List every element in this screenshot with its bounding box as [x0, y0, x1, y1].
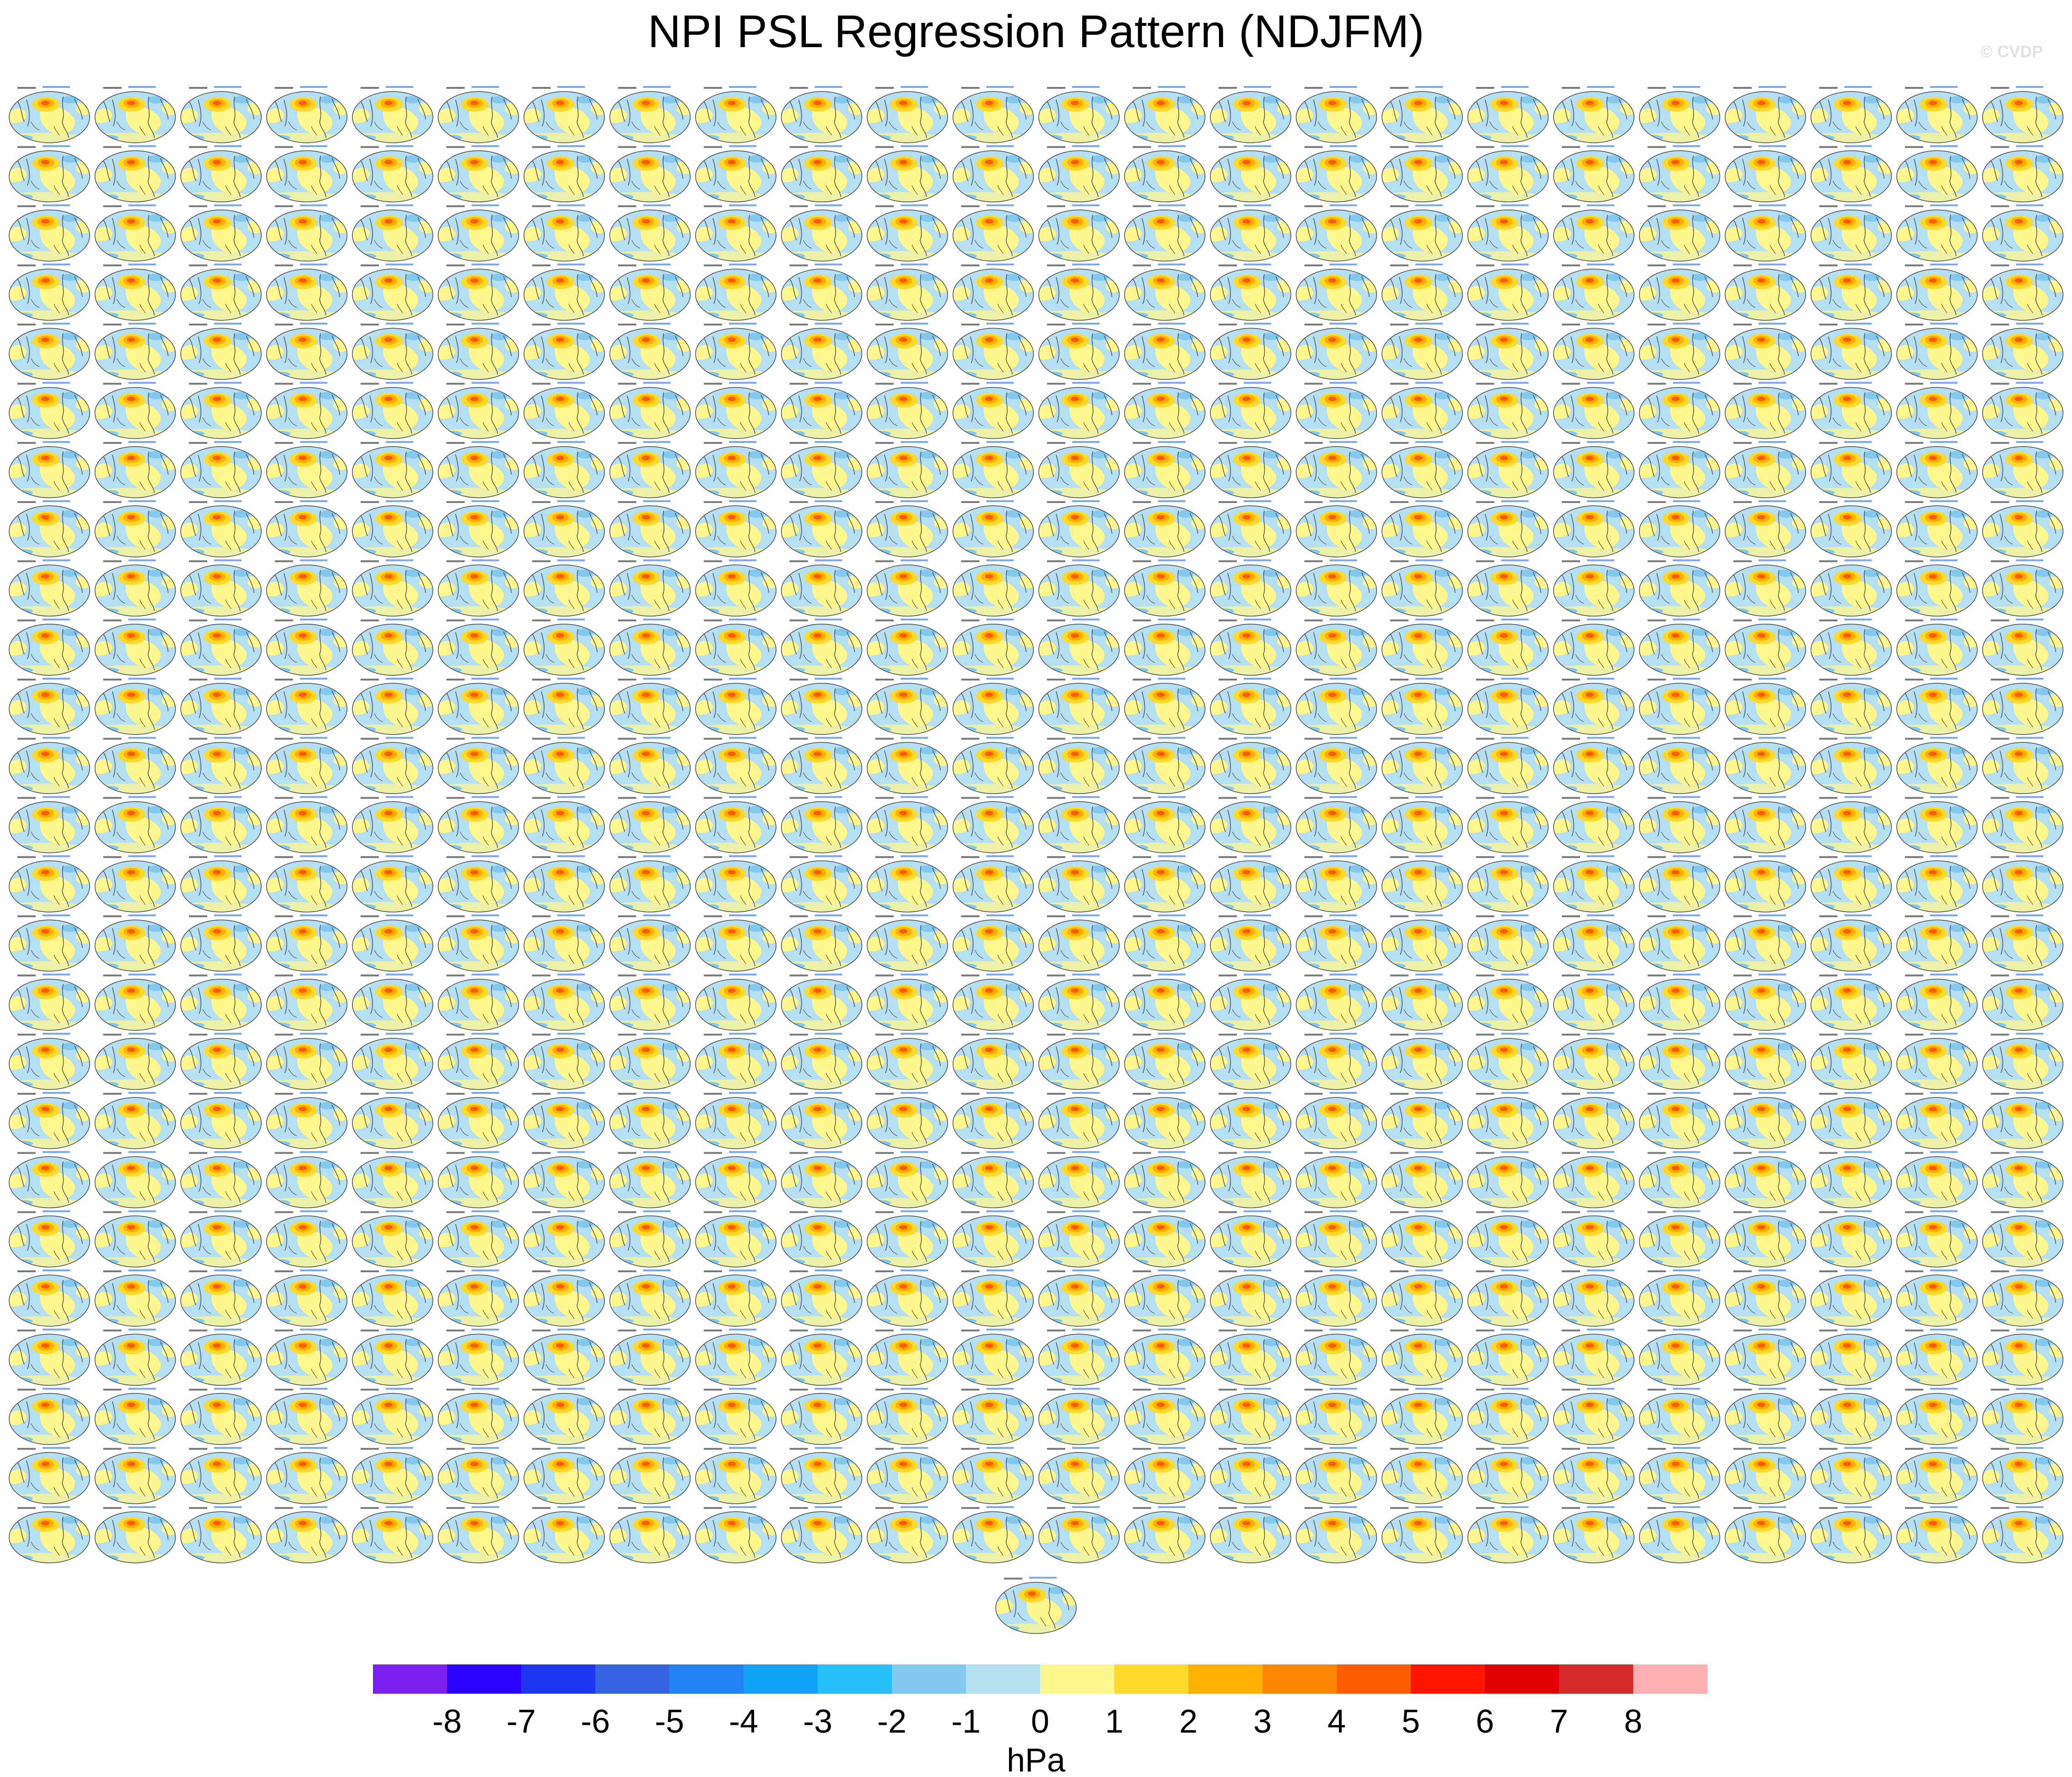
colorbar-swatch	[521, 1664, 596, 1694]
colorbar-swatch	[1633, 1664, 1708, 1694]
colorbar-tick-label: -6	[581, 1703, 610, 1740]
colorbar-swatch	[892, 1664, 966, 1694]
colorbar-swatch	[1485, 1664, 1559, 1694]
colorbar-swatch	[1337, 1664, 1411, 1694]
colorbar-swatch	[1411, 1664, 1485, 1694]
watermark: © CVDP	[1980, 42, 2043, 61]
colorbar-tick-label: 8	[1624, 1703, 1642, 1740]
colorbar-tick-label: -3	[803, 1703, 832, 1740]
colorbar-tick-label: 3	[1253, 1703, 1272, 1740]
colorbar-tick-label: 4	[1327, 1703, 1346, 1740]
colorbar-swatch	[373, 1664, 448, 1694]
colorbar-swatch	[966, 1664, 1041, 1694]
colorbar-swatch	[1263, 1664, 1337, 1694]
colorbar-swatch	[669, 1664, 744, 1694]
colorbar-tick-label: -8	[432, 1703, 462, 1740]
colorbar-swatch	[1040, 1664, 1115, 1694]
colorbar-tick-label: 7	[1550, 1703, 1568, 1740]
colorbar-tick-label: -7	[507, 1703, 536, 1740]
colorbar-swatch	[744, 1664, 818, 1694]
colorbar-tick-label: -1	[951, 1703, 981, 1740]
colorbar-tick-label: 0	[1031, 1703, 1049, 1740]
colorbar-swatch	[818, 1664, 892, 1694]
colorbar-swatch	[447, 1664, 522, 1694]
colorbar-tick-label: 1	[1105, 1703, 1123, 1740]
colorbar-tick-label: -5	[655, 1703, 684, 1740]
colorbar-tick-label: 2	[1179, 1703, 1198, 1740]
colorbar-swatch	[1559, 1664, 1634, 1694]
colorbar-tick-label: 5	[1402, 1703, 1420, 1740]
colorbar-tick-label: -4	[729, 1703, 758, 1740]
colorbar-swatch	[595, 1664, 670, 1694]
colorbar-swatch	[1188, 1664, 1263, 1694]
colorbar-swatch	[1114, 1664, 1189, 1694]
colorbar-tick-label: -2	[877, 1703, 906, 1740]
colorbar-tick-label: 6	[1476, 1703, 1494, 1740]
chart-title: NPI PSL Regression Pattern (NDJFM)	[648, 6, 1424, 57]
colorbar-units: hPa	[1007, 1742, 1066, 1777]
